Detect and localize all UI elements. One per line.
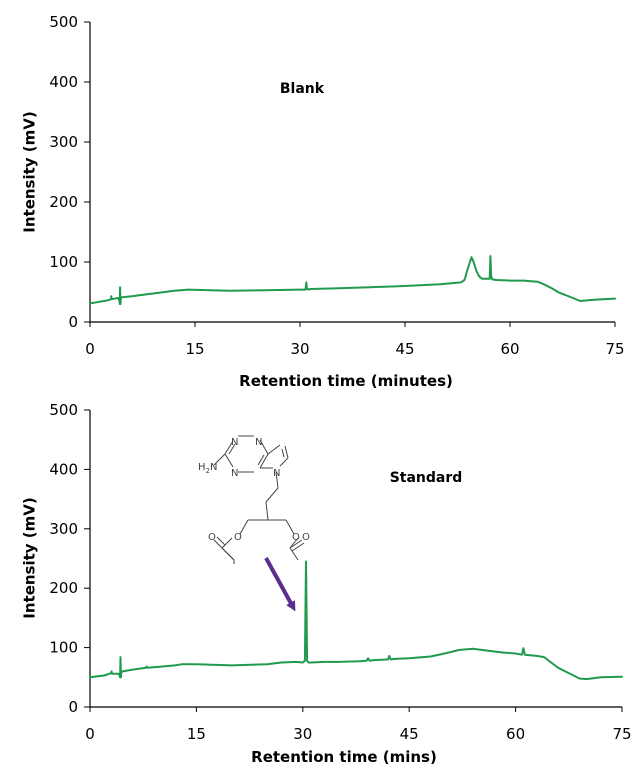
blank-y-tick-label: 0 <box>68 313 78 331</box>
standard-y-tick-label: 0 <box>68 698 78 716</box>
standard-y-axis: 0 100 200 300 400 500 <box>49 401 91 716</box>
blank-x-axis-title: Retention time (minutes) <box>239 372 453 390</box>
atom-o-left-carbonyl: O <box>208 532 216 543</box>
atom-nh2: H2N <box>198 462 217 475</box>
peak-pointer-arrow <box>264 557 296 612</box>
standard-x-axis-title: Retention time (mins) <box>251 748 437 766</box>
standard-x-tick-label: 60 <box>506 725 525 743</box>
standard-x-tick-label: 75 <box>612 725 631 743</box>
blank-x-tick-label: 60 <box>500 340 519 358</box>
blank-x-tick-label: 0 <box>85 340 95 358</box>
atom-n9: N <box>273 468 280 479</box>
atom-n3: N <box>231 468 238 479</box>
standard-x-tick-label: 0 <box>85 725 95 743</box>
blank-y-tick-label: 300 <box>49 133 78 151</box>
blank-x-tick-label: 75 <box>605 340 624 358</box>
standard-chromatogram-line <box>89 560 623 681</box>
blank-x-axis: 0 15 30 45 60 75 <box>85 321 625 358</box>
atom-n7: N <box>255 437 262 448</box>
standard-y-tick-label: 500 <box>49 401 78 419</box>
standard-y-axis-title: Intensity (mV) <box>21 497 39 618</box>
blank-y-tick-label: 200 <box>49 193 78 211</box>
blank-y-tick-label: 400 <box>49 73 78 91</box>
standard-annotation: Standard <box>390 470 463 486</box>
blank-annotation: Blank <box>280 81 325 97</box>
standard-x-tick-label: 30 <box>293 725 312 743</box>
standard-y-tick-label: 200 <box>49 579 78 597</box>
blank-y-tick-label: 500 <box>49 13 78 31</box>
blank-x-tick-label: 15 <box>185 340 204 358</box>
atom-o-right-ester: O <box>292 532 300 543</box>
blank-chromatogram-line <box>89 255 616 305</box>
blank-y-axis: 0 100 200 300 400 500 <box>49 13 91 331</box>
standard-x-tick-label: 45 <box>400 725 419 743</box>
blank-y-axis-title: Intensity (mV) <box>21 111 39 232</box>
blank-x-tick-label: 30 <box>290 340 309 358</box>
standard-y-tick-label: 300 <box>49 520 78 538</box>
blank-chart: 0 100 200 300 400 500 0 15 30 45 60 75 Intensity (… <box>21 13 625 390</box>
standard-y-tick-label: 400 <box>49 460 78 478</box>
famciclovir-structure: N N N N H2N O O O O <box>198 435 310 564</box>
atom-n1: N <box>231 437 238 448</box>
atom-o-left-ester: O <box>234 532 242 543</box>
standard-chart: 0 100 200 300 400 500 0 15 30 45 60 75 Intensity (… <box>21 401 632 766</box>
standard-y-tick-label: 100 <box>49 639 78 657</box>
blank-x-tick-label: 45 <box>395 340 414 358</box>
atom-o-right-carbonyl: O <box>302 532 310 543</box>
standard-x-axis: 0 15 30 45 60 75 <box>85 706 632 743</box>
blank-y-tick-label: 100 <box>49 253 78 271</box>
standard-x-tick-label: 15 <box>187 725 206 743</box>
